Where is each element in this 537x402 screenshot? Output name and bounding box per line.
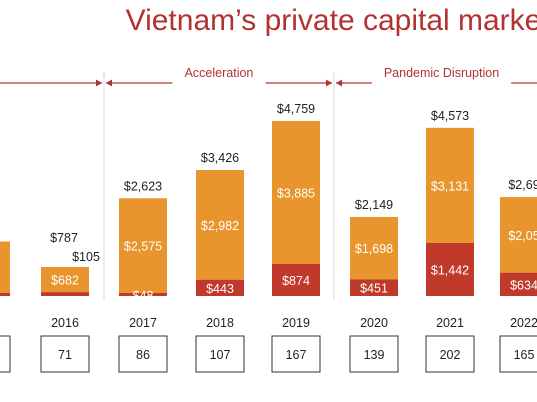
deal-count-box	[195, 335, 245, 373]
bar-segment-bottom	[119, 293, 167, 296]
deal-count-box	[118, 335, 168, 373]
deal-count-box	[40, 335, 90, 373]
bar-segment-bottom-label: $1,442	[431, 263, 469, 277]
deal-count-label: 167	[286, 348, 307, 362]
bar-total-label: $2,149	[355, 198, 393, 212]
bar-segment-top-label: $3,885	[277, 186, 315, 200]
deal-count-box	[0, 335, 11, 373]
bar-total-label: $3,426	[201, 151, 239, 165]
x-tick-label: 2018	[206, 316, 234, 330]
bar-segment-bottom-label: $443	[206, 282, 234, 296]
bar-segment-top	[0, 241, 10, 293]
deal-count-box	[425, 335, 475, 373]
x-tick-label: 2022	[510, 316, 537, 330]
bar-total-label: $2,623	[124, 179, 162, 193]
deal-count-label: 71	[58, 348, 72, 362]
deal-count-label: 86	[136, 348, 150, 362]
x-tick-label: 2019	[282, 316, 310, 330]
phase-label: Pandemic Disruption	[384, 66, 499, 80]
bar-total-label: $2,69	[508, 178, 537, 192]
bar-segment-top-label: $2,575	[124, 240, 162, 254]
bar-segment-bottom	[426, 242, 474, 296]
bar-segment-top-label: $2,05	[508, 229, 537, 243]
phase-label-bg	[371, 73, 512, 93]
bar-segment-bottom-label: $105	[72, 250, 100, 264]
x-tick-label: 2020	[360, 316, 388, 330]
deal-count-label: 165	[514, 348, 535, 362]
bar-total-label: $4,759	[277, 102, 315, 116]
bar-segment-bottom-label: $451	[360, 282, 388, 296]
deal-count-label: 139	[364, 348, 385, 362]
bar-segment-top	[350, 216, 398, 280]
deal-count-label: 202	[440, 348, 461, 362]
bar-segment-bottom	[272, 263, 320, 296]
phase-arrow-left-icon	[336, 79, 342, 87]
bar-total-label: $787	[50, 231, 78, 245]
bar-segment-bottom	[41, 292, 89, 296]
deal-count-box	[349, 335, 399, 373]
bar-segment-top-label: $3,131	[431, 179, 469, 193]
x-tick-label: 2017	[129, 316, 157, 330]
bar-segment-bottom	[500, 272, 537, 296]
bar-segment-top	[41, 267, 89, 293]
bar-segment-top	[272, 120, 320, 264]
bar-segment-top-label: $1,698	[355, 242, 393, 256]
x-tick-label: 2016	[51, 316, 79, 330]
bar-total-label: $4,573	[431, 109, 469, 123]
bar-segment-bottom-label: $48	[133, 289, 154, 303]
bar-segment-top	[196, 170, 244, 280]
bar-segment-top-label: $682	[51, 274, 79, 288]
bar-segment-top	[426, 127, 474, 243]
x-tick-label: 2021	[436, 316, 464, 330]
bar-segment-top	[119, 198, 167, 293]
deal-count-box	[499, 335, 537, 373]
phase-arrow-left-icon	[106, 79, 112, 87]
bar-segment-bottom	[196, 279, 244, 296]
chart-title: Vietnam’s private capital marke	[125, 4, 537, 37]
phase-arrow-right-icon	[326, 79, 332, 87]
bar-segment-bottom-label: $874	[282, 274, 310, 288]
phase-label-bg	[172, 73, 266, 93]
bar-segment-top	[500, 197, 537, 273]
bar-segment-bottom	[350, 279, 398, 296]
deal-count-label: 107	[210, 348, 231, 362]
phase-label: Acceleration	[185, 66, 254, 80]
bar-segment-bottom	[0, 293, 10, 296]
phase-arrow-right-icon	[96, 79, 102, 87]
bar-segment-top-label: $2,982	[201, 219, 239, 233]
deal-count-box	[271, 335, 321, 373]
bar-segment-bottom-label: $634	[510, 278, 537, 292]
